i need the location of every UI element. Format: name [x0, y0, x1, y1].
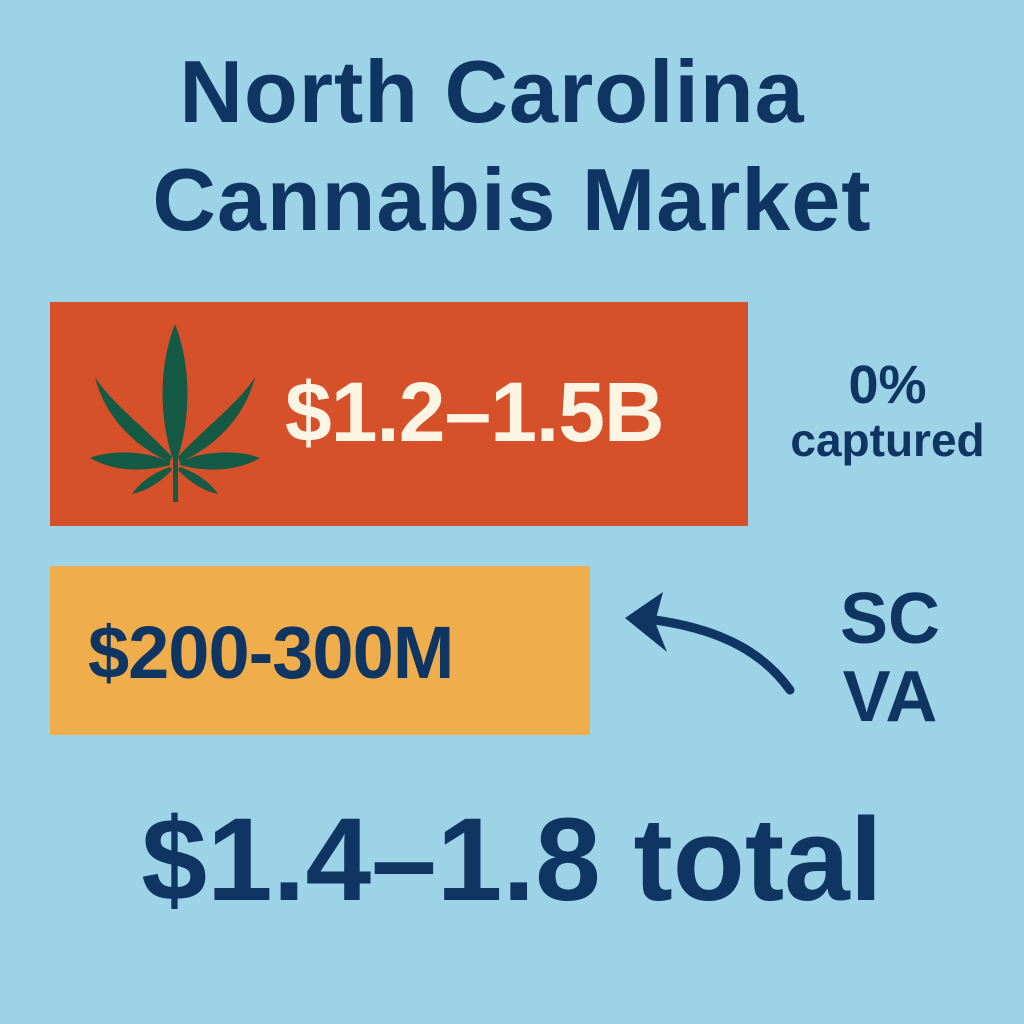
title-line-1: North Carolina: [179, 42, 805, 141]
cannabis-leaf-icon: [90, 324, 260, 502]
states-list: SC VA: [820, 580, 960, 736]
illicit-market-box: $1.2–1.5B: [50, 302, 748, 526]
state-va: VA: [842, 657, 938, 737]
illicit-market-value: $1.2–1.5B: [285, 365, 665, 459]
total-value: $1.4–1.8 total: [141, 794, 883, 926]
out-of-state-value: $200-300M: [88, 611, 454, 694]
captured-label: captured: [790, 414, 985, 466]
captured-stat: 0% captured: [780, 355, 995, 465]
title-line-2: Cannabis Market: [152, 150, 872, 249]
state-sc: SC: [839, 579, 941, 659]
out-of-state-box: $200-300M: [50, 566, 590, 735]
curved-arrow-left-icon: [625, 592, 795, 695]
captured-percent: 0%: [848, 355, 927, 415]
